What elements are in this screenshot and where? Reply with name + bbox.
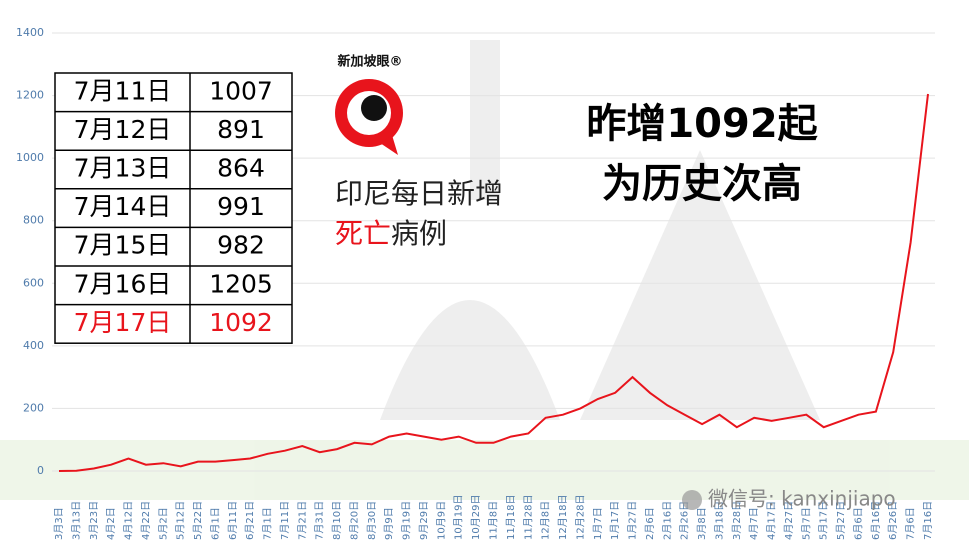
annotation: 印尼每日新增 (335, 177, 503, 210)
x-tick-label: 10月19日 (453, 495, 465, 540)
x-tick-label: 6月1日 (209, 507, 221, 540)
decoration (0, 40, 969, 500)
x-tick-label: 3月3日 (53, 507, 65, 540)
logo-text: 新加坡眼® (337, 54, 402, 70)
table-border (54, 72, 293, 344)
y-tick-label: 600 (23, 276, 44, 289)
x-tick-label: 5月17日 (818, 501, 830, 540)
x-tick-label: 3月23日 (88, 501, 100, 540)
table-cell: 1092 (209, 308, 273, 337)
table-cell: 982 (217, 231, 265, 260)
y-tick-label: 1400 (16, 26, 44, 39)
table-cell: 7月14日 (74, 192, 172, 221)
x-tick-label: 5月7日 (800, 507, 812, 540)
x-tick-label: 6月26日 (887, 501, 899, 540)
y-tick-label: 400 (23, 339, 44, 352)
x-tick-label: 3月18日 (713, 501, 725, 540)
x-tick-label: 9月9日 (383, 507, 395, 540)
annotation: 死亡病例 (335, 217, 447, 250)
x-tick-label: 4月22日 (140, 501, 152, 540)
x-tick-label: 1月7日 (592, 507, 604, 540)
x-tick-label: 6月21日 (244, 501, 256, 540)
x-tick-label: 5月2日 (157, 507, 169, 540)
x-tick-label: 9月19日 (401, 501, 413, 540)
data-line (58, 93, 929, 472)
x-tick-label: 4月12日 (123, 501, 135, 540)
x-tick-label: 9月29日 (418, 501, 430, 540)
x-tick-label: 6月11日 (227, 501, 239, 540)
x-tick-label: 8月10日 (331, 501, 343, 540)
x-tick-label: 2月26日 (679, 501, 691, 540)
x-tick-label: 5月27日 (835, 501, 847, 540)
x-tick-label: 1月17日 (609, 501, 621, 540)
headline: 昨增1092起 (586, 101, 818, 147)
x-tick-label: 3月28日 (731, 501, 743, 540)
x-tick-label: 5月22日 (192, 501, 204, 540)
table-cell: 7月12日 (74, 115, 172, 144)
logo: 新加坡眼® (335, 54, 403, 155)
table-cell: 991 (217, 192, 265, 221)
x-tick-label: 2月6日 (644, 507, 656, 540)
x-tick-label: 3月8日 (696, 507, 708, 540)
x-tick-label: 5月12日 (175, 501, 187, 540)
table-cell: 1205 (209, 269, 273, 298)
x-tick-label: 11月28日 (522, 495, 534, 540)
x-tick-label: 8月20日 (348, 501, 360, 540)
table-cell: 1007 (209, 76, 273, 105)
annotation-highlight: 死亡 (335, 217, 391, 250)
table-cell: 7月16日 (74, 269, 172, 298)
x-tick-label: 3月13日 (70, 501, 82, 540)
watermark-text: 微信号: kanxinjiapo (708, 487, 896, 511)
x-tick-label: 11月8日 (488, 501, 500, 540)
table-cell: 891 (217, 115, 265, 144)
table-cell: 7月15日 (74, 231, 172, 260)
x-tick-label: 12月28日 (574, 495, 586, 540)
x-tick-label: 7月21日 (296, 501, 308, 540)
y-tick-label: 0 (37, 464, 44, 477)
table-cell: 7月17日 (74, 308, 172, 337)
y-tick-label: 1200 (16, 89, 44, 102)
x-tick-label: 7月11日 (279, 501, 291, 540)
x-tick-label: 10月9日 (435, 501, 447, 540)
x-tick-label: 12月18日 (557, 495, 569, 540)
x-tick-label: 4月2日 (105, 507, 117, 540)
x-tick-label: 4月17日 (766, 501, 778, 540)
x-tick-label: 6月6日 (852, 507, 864, 540)
x-tick-label: 10月29日 (470, 495, 482, 540)
table-cell: 864 (217, 154, 265, 183)
x-tick-label: 12月8日 (540, 501, 552, 540)
y-tick-label: 200 (23, 401, 44, 414)
x-tick-label: 7月6日 (905, 507, 917, 540)
table-cell: 7月13日 (74, 154, 172, 183)
annotation: 病例 (391, 217, 447, 250)
x-tick-label: 7月1日 (262, 507, 274, 540)
x-tick-label: 4月7日 (748, 507, 760, 540)
watermark: 微信号: kanxinjiapo (682, 487, 896, 511)
headline: 为历史次高 (602, 161, 802, 207)
x-tick-label: 11月18日 (505, 495, 517, 540)
x-tick-label: 4月27日 (783, 501, 795, 540)
x-tick-label: 6月16日 (870, 501, 882, 540)
x-tick-label: 7月31日 (314, 501, 326, 540)
y-tick-label: 800 (23, 214, 44, 227)
x-tick-label: 8月30日 (366, 501, 378, 540)
x-tick-label: 1月27日 (627, 501, 639, 540)
y-tick-label: 1000 (16, 151, 44, 164)
x-tick-label: 2月16日 (661, 501, 673, 540)
table-cell: 7月11日 (74, 76, 172, 105)
x-tick-label: 7月16日 (922, 501, 934, 540)
